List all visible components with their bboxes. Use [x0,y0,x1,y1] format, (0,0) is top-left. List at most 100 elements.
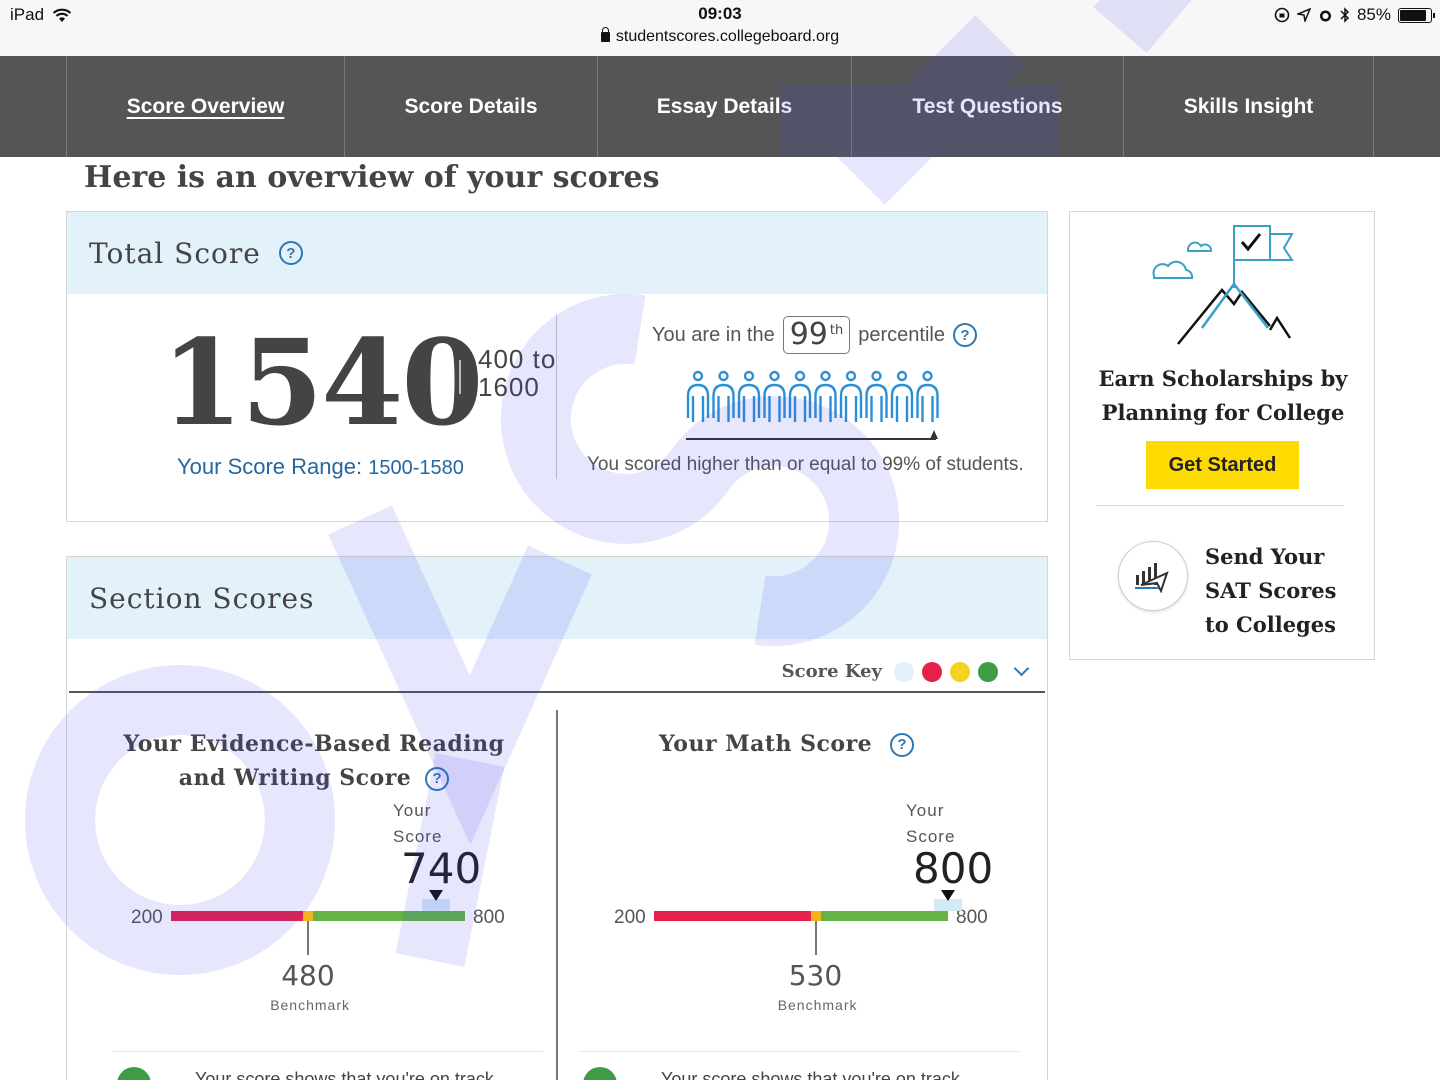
battery-fill [1400,9,1426,21]
send-line-1: Send Your [1205,544,1325,569]
score-key[interactable]: Score Key [781,660,1030,682]
math-check-icon [583,1067,617,1080]
person-icon [788,370,812,422]
score-separator [459,360,461,394]
score-key-dot-light-blue [894,661,914,682]
ebrw-title: Your Evidence-Based Reading and Writing … [107,727,521,795]
person-icon [763,370,786,422]
score-range-value: 1500-1580 [368,457,464,479]
scale-line-1: 400 to [478,344,557,374]
ebrw-your-label-1: Your [393,801,432,820]
tab-test-questions[interactable]: Test Questions [851,56,1123,157]
percentile-value: 99 [789,317,828,352]
math-your-label-1: Your [906,801,945,820]
send-line-2: SAT Scores [1205,578,1337,603]
person-icon [814,370,837,422]
device-name: iPad [10,5,45,24]
math-score-value: 800 [913,844,994,893]
ebrw-bar-min: 200 [131,907,163,928]
status-bar: iPad 09:03 studentscores.collegeboard.or… [0,0,1440,56]
score-key-dot-red [922,661,942,682]
score-bar-green [820,911,948,921]
ebrw-check-icon [117,1067,151,1080]
mountain-flag-icon [1152,225,1294,345]
promo-line-1: Earn Scholarships by [1098,366,1348,391]
tab-label: Skills Insight [1183,94,1314,118]
score-range-band [934,899,962,911]
ebrw-title-line-1: Your Evidence-Based Reading [123,731,505,757]
tab-label: Score Details [404,94,538,118]
ebrw-score-value: 740 [401,844,482,893]
tab-essay-details[interactable]: Essay Details [597,56,851,157]
battery-percent: 85% [1356,5,1391,24]
score-range: Your Score Range: 1500-1580 [177,454,464,480]
total-score-card: Total Score ? 1540 400 to 1600 Your Scor… [66,211,1048,522]
person-icon [712,370,735,422]
ebrw-your-label-2: Score [393,827,443,846]
total-score-help-icon[interactable]: ? [278,241,303,265]
percentile-sentence: You scored higher than or equal to 99% o… [587,454,1024,475]
alarm-icon [1319,10,1331,21]
location-icon [1296,8,1311,22]
score-bar-green [313,911,465,921]
section-rule [69,691,1045,693]
percentile-suffix: th [829,323,844,338]
math-track-rule [579,1051,1019,1052]
person-icon [916,370,939,422]
your-score-pointer [941,890,955,901]
benchmark-label: Benchmark [777,997,858,1013]
percentile-prefix: You are in the [652,323,775,346]
section-scores-header: Section Scores [67,557,1047,639]
battery-icon [1398,7,1435,23]
get-started-button[interactable]: Get Started [1146,441,1299,489]
percentile-help-icon[interactable]: ? [952,323,977,347]
score-bar-yellow [810,911,821,921]
lock-icon [600,27,610,42]
chevron-down-icon[interactable] [1013,660,1030,677]
wifi-icon [52,8,72,22]
math-track-text: Your score shows that you're on track [661,1069,960,1080]
score-range-band [421,899,450,911]
promo-card: Earn Scholarships by Planning for Colleg… [1069,211,1375,660]
chart-arrow-icon [1135,563,1169,593]
score-bar-red [171,911,304,921]
benchmark-tick [814,921,817,955]
bluetooth-icon [1340,7,1350,23]
section-scores-heading: Section Scores [89,581,315,615]
person-icon [839,370,863,422]
math-your-score-label: Your Score [906,798,955,850]
tab-label: Essay Details [656,94,793,118]
address-bar[interactable]: studentscores.collegeboard.org [0,27,1440,46]
score-key-dot-yellow [950,661,970,682]
person-icon [737,370,761,422]
score-bar-yellow [303,911,314,921]
url-text: studentscores.collegeboard.org [615,28,840,45]
send-scores-link[interactable]: Send Your SAT Scores to Colleges [1205,540,1336,642]
promo-divider [1096,505,1344,506]
tab-skills-insight[interactable]: Skills Insight [1123,56,1374,157]
promo-title: Earn Scholarships by Planning for Colleg… [1070,362,1376,430]
person-icon [686,370,710,422]
total-score-scale: 400 to 1600 [478,345,556,401]
score-bar [171,911,465,921]
total-score-value: 1540 [161,313,483,452]
benchmark-tick [307,921,310,955]
score-range-label: Your Score Range: [177,454,363,479]
math-help-icon[interactable]: ? [890,733,915,757]
ebrw-help-icon[interactable]: ? [425,767,450,791]
send-line-3: to Colleges [1205,612,1336,637]
score-bar-red [654,911,811,921]
tab-label: Test Questions [912,94,1063,118]
math-your-label-2: Score [906,827,956,846]
person-icon [865,370,888,422]
tab-score-details[interactable]: Score Details [344,56,597,157]
benchmark-value: 530 [788,959,843,992]
main-nav: Score Overview Score Details Essay Detai… [0,56,1440,157]
clock: 09:03 [698,4,742,23]
math-bar-max: 800 [956,907,988,928]
send-scores-icon[interactable] [1118,541,1188,611]
score-key-label: Score Key [781,661,882,682]
tab-score-overview[interactable]: Score Overview [66,56,344,157]
score-bar [654,911,948,921]
